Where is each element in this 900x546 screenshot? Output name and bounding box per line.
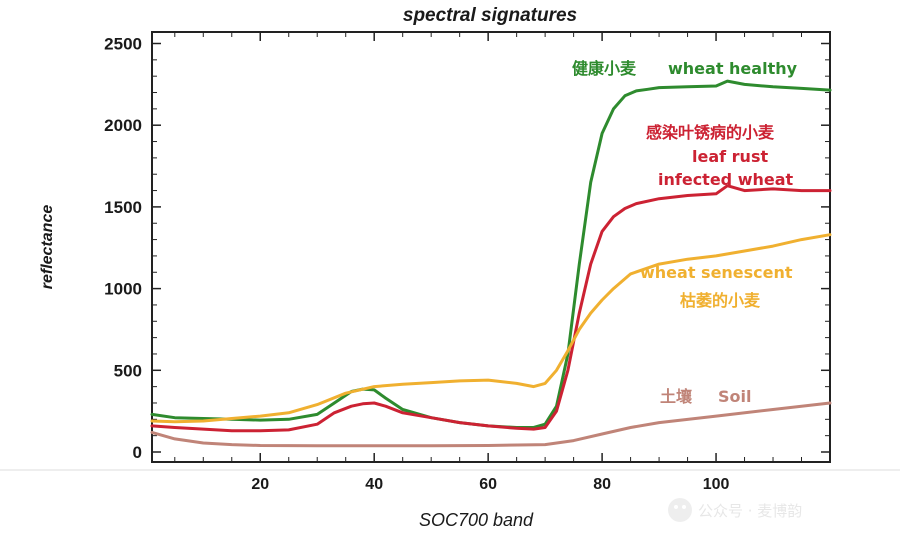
annotation-senescent-zh: 枯萎的小麦 (680, 291, 761, 310)
y-tick-label: 1000 (104, 280, 142, 299)
x-axis-label: SOC700 band (419, 510, 534, 530)
series-line-leaf-rust-infected-wheat (150, 184, 832, 433)
y-tick-label: 500 (114, 361, 142, 380)
x-tick-label: 20 (251, 476, 269, 493)
y-tick-label: 2500 (104, 35, 142, 54)
annotation-rust-en-2: infected wheat (658, 170, 794, 189)
y-tick-label: 2000 (104, 116, 142, 135)
series-line-wheat-healthy (150, 79, 832, 429)
annotation-healthy-zh: 健康小麦 (572, 59, 637, 78)
x-tick-label: 80 (593, 476, 611, 493)
x-axis: 20 40 60 80 100 (174, 32, 803, 493)
watermark: 公众号 · 麦博韵 (668, 498, 802, 522)
wechat-icon (668, 498, 692, 522)
watermark-text: 公众号 · 麦博韵 (698, 502, 802, 520)
series-group (150, 79, 832, 448)
y-tick-label: 0 (133, 443, 142, 462)
annotation-rust-en-1: leaf rust (692, 147, 768, 166)
annotation-soil-zh: 土壤 (660, 387, 693, 406)
y-axis: 0 500 1000 1500 2000 2500 (104, 35, 830, 462)
series-line-soil (150, 401, 832, 448)
y-axis-label: reflectance (39, 205, 56, 290)
x-tick-label: 100 (703, 476, 730, 493)
series-line-wheat-senescent (150, 233, 832, 424)
y-tick-label: 1500 (104, 198, 142, 217)
plot-frame (151, 31, 831, 463)
annotation-rust-zh: 感染叶锈病的小麦 (646, 123, 775, 142)
annotation-senescent-en: wheat senescent (640, 263, 793, 282)
x-tick-label: 60 (479, 476, 497, 493)
annotation-healthy-en: wheat healthy (668, 59, 798, 78)
x-tick-label: 40 (365, 476, 383, 493)
annotation-soil-en: Soil (718, 387, 751, 406)
chart-title: spectral signatures (403, 5, 577, 26)
